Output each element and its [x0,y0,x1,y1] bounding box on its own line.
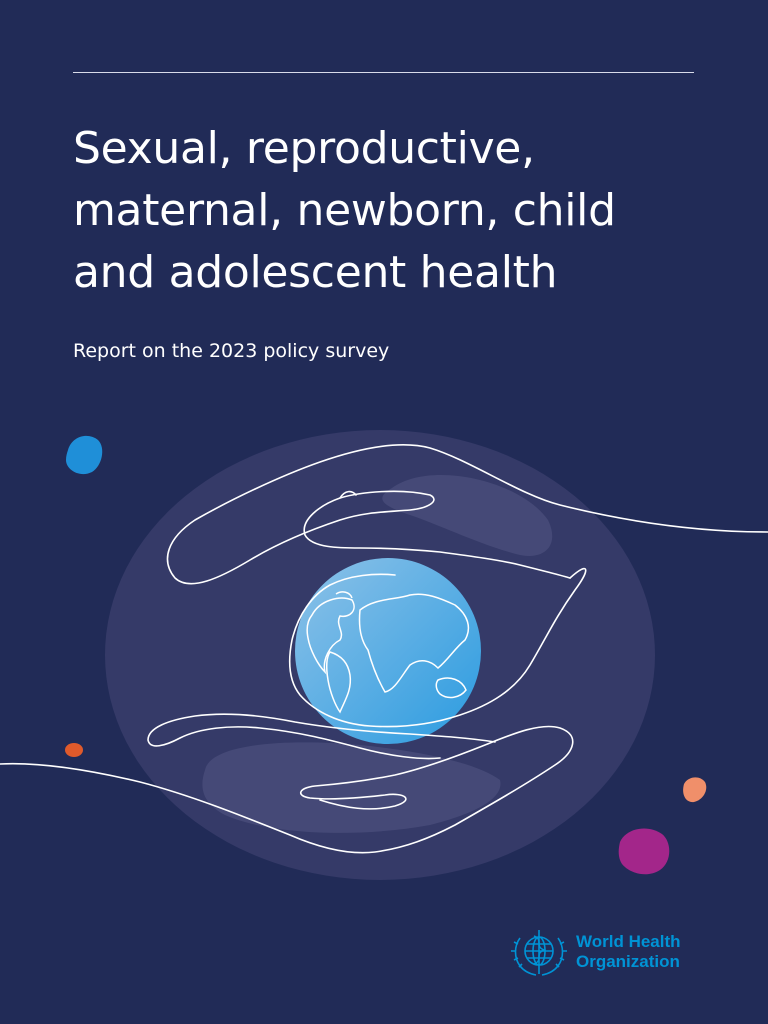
who-wordmark: World Health Organization [576,932,681,972]
who-name-line-1: World Health [576,932,681,951]
globe-icon [295,558,481,744]
lower-hand-shadow [202,742,501,833]
top-divider [73,72,694,73]
title-line-1: Sexual, reproductive, [73,123,535,174]
hands-line-icon [0,444,768,854]
blue-dot [66,435,103,475]
title-line-3: and adolescent health [73,247,558,298]
who-logo: World Health Organization [508,924,708,980]
cover-illustration [0,430,768,880]
report-subtitle: Report on the 2023 policy survey [73,340,390,362]
magenta-dot [618,828,670,875]
who-emblem-icon [511,930,567,976]
who-name-line-2: Organization [576,952,680,971]
decorative-dots [65,435,707,875]
red-orange-dot [65,743,83,757]
orange-dot [683,777,707,803]
upper-hand-shadow [382,474,553,556]
title-line-2: maternal, newborn, child [73,185,616,236]
report-title: Sexual, reproductive, maternal, newborn,… [73,118,713,304]
